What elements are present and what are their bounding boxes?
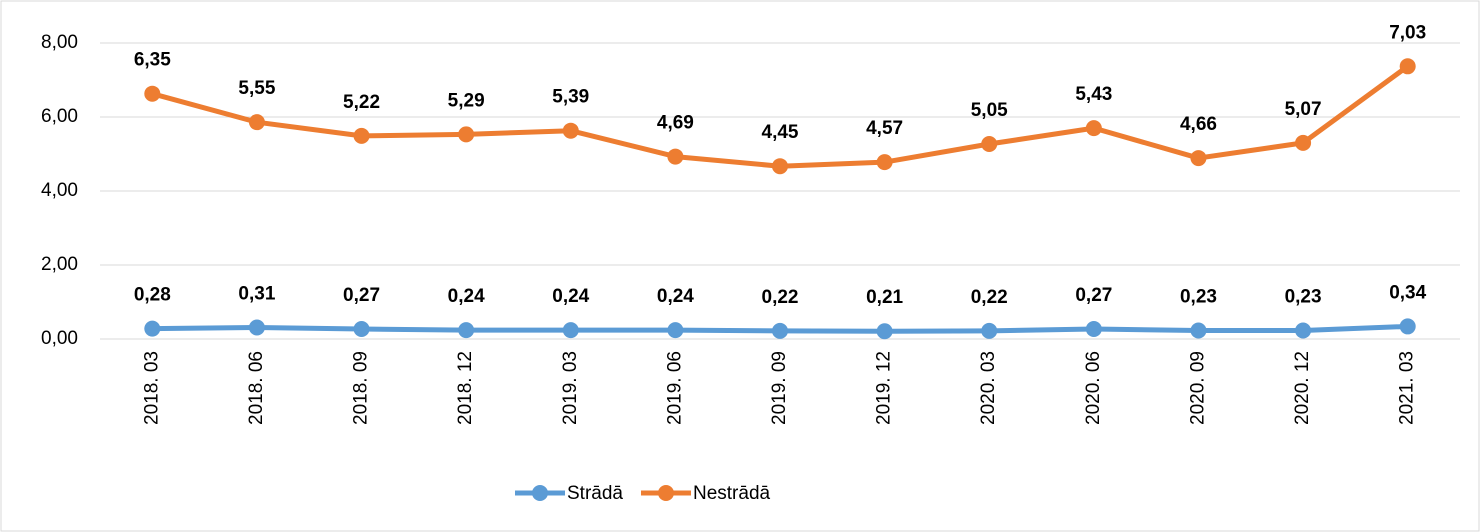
y-tick-label: 6,00 — [41, 106, 78, 127]
data-point — [772, 322, 788, 339]
data-label: 0,22 — [971, 287, 1008, 308]
x-tick-label: 2020. 06 — [1083, 351, 1104, 425]
x-tick-label: 2018. 12 — [455, 351, 476, 425]
data-label: 4,66 — [1180, 114, 1217, 135]
data-point — [1399, 318, 1416, 335]
data-point — [1295, 322, 1312, 339]
x-tick-label: 2018. 09 — [351, 351, 372, 425]
data-label: 5,29 — [448, 90, 485, 111]
legend-label: Nestrādā — [693, 483, 771, 504]
data-label: 4,45 — [762, 122, 799, 143]
x-tick-label: 2019. 03 — [560, 351, 581, 425]
data-point — [876, 323, 893, 340]
legend-label: Strādā — [567, 483, 623, 504]
data-point — [981, 322, 998, 339]
y-tick-label: 8,00 — [41, 32, 78, 53]
data-point — [562, 322, 579, 339]
data-point — [353, 127, 370, 144]
y-tick-label: 2,00 — [41, 254, 78, 275]
data-label: 0,24 — [657, 286, 694, 307]
data-label: 0,24 — [552, 286, 589, 307]
data-point — [458, 322, 475, 339]
data-point — [1190, 322, 1207, 339]
data-label: 4,69 — [657, 113, 694, 134]
data-label: 0,28 — [134, 285, 171, 306]
data-point — [144, 85, 161, 102]
data-point — [144, 320, 161, 337]
data-label: 0,31 — [238, 284, 275, 305]
data-label: 4,57 — [866, 118, 903, 139]
legend-marker — [657, 485, 674, 501]
data-point — [981, 136, 998, 153]
y-tick-label: 0,00 — [41, 328, 78, 349]
data-point — [248, 319, 265, 336]
legend-marker — [532, 485, 548, 501]
data-label: 0,21 — [866, 287, 903, 308]
data-point — [1085, 120, 1102, 137]
data-point — [1399, 58, 1416, 75]
x-tick-label: 2020. 12 — [1292, 351, 1313, 425]
x-tick-label: 2021. 03 — [1397, 351, 1418, 425]
data-point — [353, 321, 370, 338]
data-point — [458, 126, 475, 143]
data-point — [562, 122, 579, 139]
data-label: 0,24 — [448, 286, 485, 307]
x-tick-label: 2019. 09 — [769, 351, 790, 425]
data-label: 5,39 — [552, 87, 589, 108]
y-tick-label: 4,00 — [41, 180, 78, 201]
x-tick-label: 2018. 06 — [246, 351, 267, 425]
data-point — [667, 148, 684, 165]
data-label: 0,22 — [762, 287, 799, 308]
data-label: 0,23 — [1180, 287, 1217, 308]
data-label: 5,07 — [1285, 99, 1322, 120]
x-tick-label: 2020. 03 — [978, 351, 999, 425]
data-point — [248, 114, 265, 131]
data-label: 5,43 — [1075, 84, 1112, 105]
data-point — [876, 154, 893, 171]
data-label: 6,35 — [134, 50, 171, 71]
x-tick-label: 2018. 03 — [141, 351, 162, 425]
data-label: 5,55 — [238, 78, 275, 99]
data-label: 0,23 — [1285, 287, 1322, 308]
data-label: 0,34 — [1389, 282, 1426, 303]
x-tick-label: 2019. 12 — [874, 351, 895, 425]
x-tick-label: 2019. 06 — [664, 351, 685, 425]
data-point — [772, 158, 788, 175]
data-point — [667, 322, 684, 339]
data-point — [1085, 321, 1102, 338]
data-point — [1190, 150, 1207, 167]
data-label: 5,22 — [343, 92, 380, 113]
x-tick-label: 2020. 09 — [1187, 351, 1208, 425]
data-point — [1295, 134, 1312, 151]
data-label: 0,27 — [1075, 285, 1112, 306]
data-label: 0,27 — [343, 285, 380, 306]
data-label: 5,05 — [971, 100, 1008, 121]
data-label: 7,03 — [1389, 22, 1426, 43]
